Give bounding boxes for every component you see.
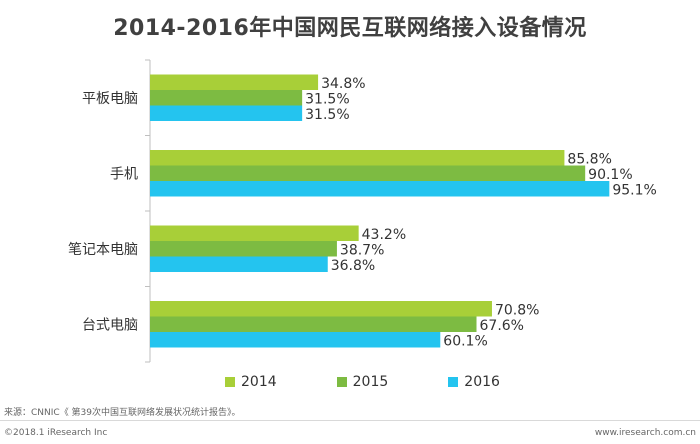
data-label: 31.5%	[305, 92, 349, 108]
legend-label-2014: 2014	[241, 374, 277, 390]
source-note: 来源：CNNIC《 第39次中国互联网络发展状况统计报告》。	[4, 408, 241, 418]
data-label: 70.8%	[495, 303, 539, 319]
bar-2014	[150, 150, 565, 166]
bar-2015	[150, 165, 586, 181]
data-label: 34.8%	[321, 76, 365, 92]
legend-item-2014: 2014	[225, 374, 277, 390]
category-label: 手机	[110, 166, 138, 182]
data-label: 36.8%	[331, 258, 375, 274]
bar-2016	[150, 181, 610, 197]
data-label: 90.1%	[588, 167, 632, 183]
category-label: 台式电脑	[82, 317, 138, 333]
footer-divider	[0, 420, 700, 421]
website-link[interactable]: www.iresearch.com.cn	[594, 428, 696, 438]
legend-swatch-2014	[225, 377, 235, 387]
category-label: 笔记本电脑	[68, 242, 138, 258]
bar-2016	[150, 105, 303, 121]
bar-2016	[150, 256, 328, 272]
bar-2014	[150, 301, 492, 317]
legend-swatch-2015	[336, 377, 347, 387]
data-label: 43.2%	[362, 227, 406, 243]
bar-2014	[150, 74, 319, 90]
bar-2015	[150, 241, 337, 257]
data-label: 38.7%	[340, 243, 384, 259]
bar-2016	[150, 332, 441, 348]
chart-title: 2014-2016年中国网民互联网络接入设备情况	[113, 16, 587, 41]
legend-item-2016: 2016	[448, 374, 500, 390]
data-label: 85.8%	[567, 152, 611, 168]
legend-item-2015: 2015	[336, 374, 389, 390]
legend-label-2015: 2015	[352, 374, 389, 390]
bar-2015	[150, 90, 303, 106]
bar-2014	[150, 225, 359, 241]
copyright-text: ©2018.1 iResearch Inc	[4, 428, 108, 438]
data-label: 60.1%	[443, 334, 487, 350]
data-label: 31.5%	[305, 107, 349, 123]
bar-2015	[150, 316, 477, 332]
data-label: 95.1%	[612, 183, 656, 199]
data-label: 67.6%	[480, 318, 524, 334]
chart-legend: 2014 2015 2016	[225, 374, 560, 390]
category-label: 平板电脑	[82, 91, 138, 107]
legend-label-2016: 2016	[464, 374, 500, 390]
legend-swatch-2016	[448, 377, 459, 387]
